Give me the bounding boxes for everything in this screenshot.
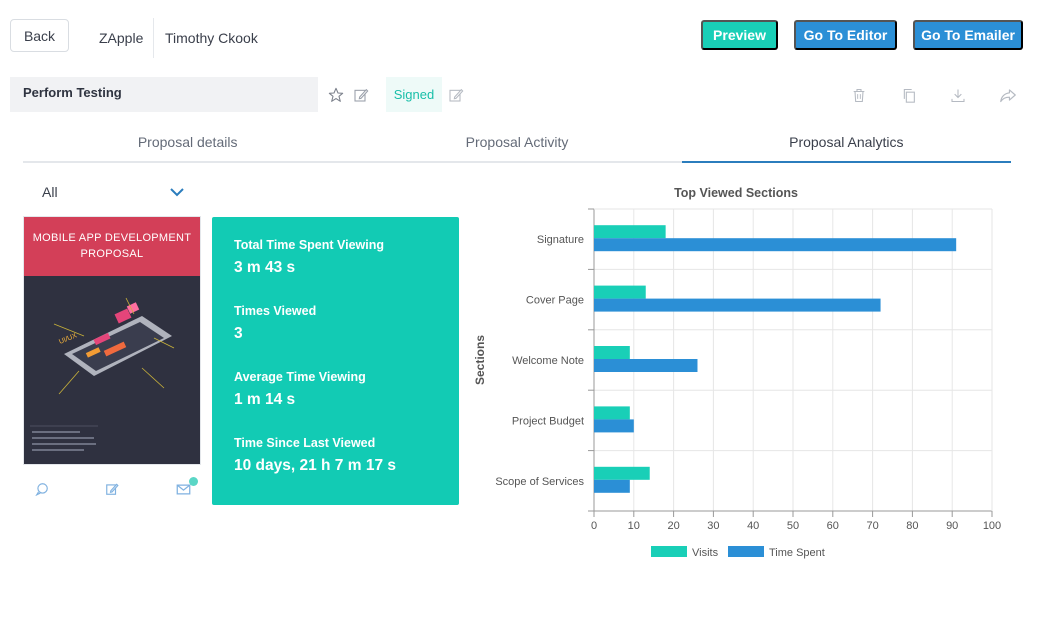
- chart-tick-label-x: 50: [787, 520, 799, 532]
- chart-tick-label-x: 0: [591, 520, 597, 532]
- chart-tick-label-x: 90: [946, 520, 958, 532]
- chart-tick-label-x: 20: [667, 520, 679, 532]
- filter-select[interactable]: All: [42, 184, 58, 200]
- chart-bar-time-spent: [594, 238, 957, 252]
- total-time-label: Total Time Spent Viewing: [234, 238, 385, 252]
- chevron-down-icon[interactable]: [170, 185, 184, 199]
- avg-time-label: Average Time Viewing: [234, 370, 366, 384]
- thumbnail-header: MOBILE APP DEVELOPMENT PROPOSAL: [24, 217, 200, 276]
- comment-icon[interactable]: [34, 481, 50, 497]
- chart-category-label: Scope of Services: [495, 476, 584, 488]
- thumbnail-title-line1: MOBILE APP DEVELOPMENT: [32, 232, 192, 244]
- chart-bar-time-spent: [594, 419, 634, 433]
- go-to-editor-button[interactable]: Go To Editor: [794, 20, 897, 50]
- chart-tick-label-x: 100: [983, 520, 1001, 532]
- preview-button[interactable]: Preview: [701, 20, 778, 50]
- chart-bar-time-spent: [594, 298, 881, 312]
- chart-legend-swatch: [651, 546, 687, 557]
- proposal-title: Perform Testing: [10, 77, 318, 112]
- proposal-tabs: Proposal details Proposal Activity Propo…: [23, 126, 1012, 163]
- thumbnail-title-line2: PROPOSAL: [80, 248, 144, 260]
- chart-bar-time-spent: [594, 359, 698, 372]
- chart-legend-label: Visits: [692, 547, 719, 559]
- chart-tick-label-x: 40: [747, 520, 759, 532]
- chart-legend-label: Time Spent: [769, 547, 825, 559]
- top-viewed-sections-chart: Top Viewed Sections Sections 0 10 20 30 40 50 60…: [473, 186, 1001, 559]
- mail-icon[interactable]: [175, 481, 191, 497]
- proposal-thumbnail[interactable]: MOBILE APP DEVELOPMENT PROPOSAL UI/UX: [23, 216, 201, 465]
- trash-icon[interactable]: [850, 86, 868, 104]
- go-to-emailer-button[interactable]: Go To Emailer: [913, 20, 1023, 50]
- company-name: ZApple: [99, 30, 144, 46]
- copy-icon[interactable]: [900, 86, 918, 104]
- chart-bar-visits: [594, 225, 666, 239]
- chart-tick-label-x: 60: [827, 520, 839, 532]
- share-icon[interactable]: [998, 86, 1018, 104]
- stats-card: Total Time Spent Viewing 3 m 43 s Times …: [212, 217, 459, 505]
- chart-category-label: Cover Page: [526, 295, 584, 307]
- since-last-label: Time Since Last Viewed: [234, 436, 376, 450]
- status-badge: Signed: [386, 77, 442, 112]
- chart-title: Top Viewed Sections: [674, 186, 798, 200]
- header-divider: [153, 18, 154, 58]
- edit-title-icon[interactable]: [352, 86, 370, 104]
- chart-bar-visits: [594, 346, 630, 359]
- star-icon[interactable]: [327, 86, 345, 104]
- tab-proposal-activity[interactable]: Proposal Activity: [465, 134, 569, 150]
- edit-status-icon[interactable]: [447, 86, 465, 104]
- chart-tick-label-x: 10: [628, 520, 640, 532]
- times-viewed-label: Times Viewed: [234, 304, 317, 318]
- chart-category-label: Project Budget: [512, 415, 584, 427]
- chart-tick-label-x: 80: [906, 520, 918, 532]
- tab-proposal-analytics[interactable]: Proposal Analytics: [681, 126, 1012, 163]
- chart-category-label: Signature: [537, 234, 584, 246]
- chart-tick-label-x: 70: [866, 520, 878, 532]
- thumbnail-illustration: UI/UX: [24, 276, 200, 464]
- chart-bar-visits: [594, 466, 650, 480]
- chart-tick-label-x: 30: [707, 520, 719, 532]
- total-time-value: 3 m 43 s: [234, 259, 296, 276]
- avg-time-value: 1 m 14 s: [234, 391, 296, 408]
- edit-thumbnail-icon[interactable]: [104, 481, 120, 497]
- download-icon[interactable]: [949, 86, 967, 104]
- chart-y-axis-label: Sections: [473, 335, 487, 385]
- chart-legend-swatch: [728, 546, 764, 557]
- tab-proposal-details[interactable]: Proposal details: [137, 134, 238, 150]
- back-button[interactable]: Back: [10, 19, 69, 52]
- since-last-value: 10 days, 21 h 7 m 17 s: [234, 457, 396, 474]
- chart-bar-time-spent: [594, 479, 630, 493]
- chart-category-label: Welcome Note: [512, 355, 584, 367]
- client-name: Timothy Ckook: [165, 30, 258, 46]
- times-viewed-value: 3: [234, 325, 243, 342]
- notification-dot: [189, 477, 198, 486]
- chart-bar-visits: [594, 285, 646, 299]
- chart-bar-visits: [594, 406, 630, 420]
- svg-text:UI/UX: UI/UX: [58, 332, 78, 346]
